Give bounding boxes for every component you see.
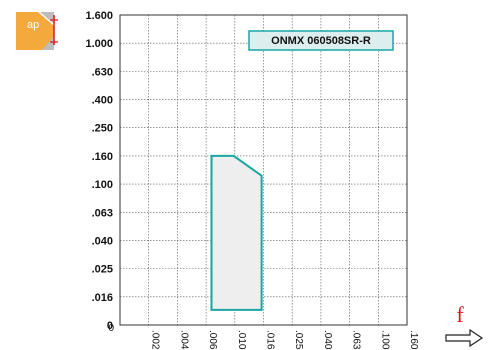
x-axis-ticks: 0 .0025 .004 .006 .010 .016 .025 .040 .063 .100 .1… — [108, 323, 419, 350]
y-tick-label: 1.000 — [85, 38, 113, 50]
y-tick-label: .250 — [92, 123, 113, 135]
x-tick-label: .0025 — [150, 330, 161, 350]
y-tick-label: .160 — [92, 151, 113, 163]
x-tick-label: .010 — [236, 330, 247, 350]
y-tick-label: .040 — [92, 235, 113, 247]
application-region — [210, 154, 263, 311]
y-tick-label: 0 — [107, 320, 113, 332]
chart-grid — [120, 15, 407, 325]
x-tick-label: .004 — [178, 330, 189, 350]
x-tick-label: .063 — [351, 330, 362, 350]
x-tick-label: .160 — [408, 330, 419, 350]
y-tick-label: .100 — [92, 179, 113, 191]
insert-depth-icon: ap — [16, 12, 58, 50]
ap-symbol: ap — [27, 19, 39, 31]
y-axis-ticks: 1.600 1.000 .630 .400 .250 .160 .100 .063 .040 .0… — [85, 10, 113, 332]
y-tick-label: .063 — [92, 207, 113, 219]
x-tick-label: .006 — [207, 330, 218, 350]
plot-frame — [119, 14, 408, 326]
x-axis-label: f — [456, 302, 464, 327]
x-tick-label: 0 — [108, 323, 114, 334]
y-tick-label: .016 — [92, 292, 113, 304]
chart-title-box: ONMX 060508SR-R — [248, 30, 394, 51]
x-tick-label: .100 — [379, 330, 390, 350]
y-tick-label: .630 — [92, 66, 113, 78]
y-tick-label: .400 — [92, 95, 113, 107]
chart-title: ONMX 060508SR-R — [271, 35, 371, 47]
x-tick-label: .016 — [265, 330, 276, 350]
feed-arrow-icon — [445, 328, 484, 348]
y-tick-label: .025 — [92, 264, 113, 276]
x-tick-label: .025 — [293, 330, 304, 350]
y-tick-label: 1.600 — [85, 10, 113, 22]
x-tick-label: .040 — [322, 330, 333, 350]
